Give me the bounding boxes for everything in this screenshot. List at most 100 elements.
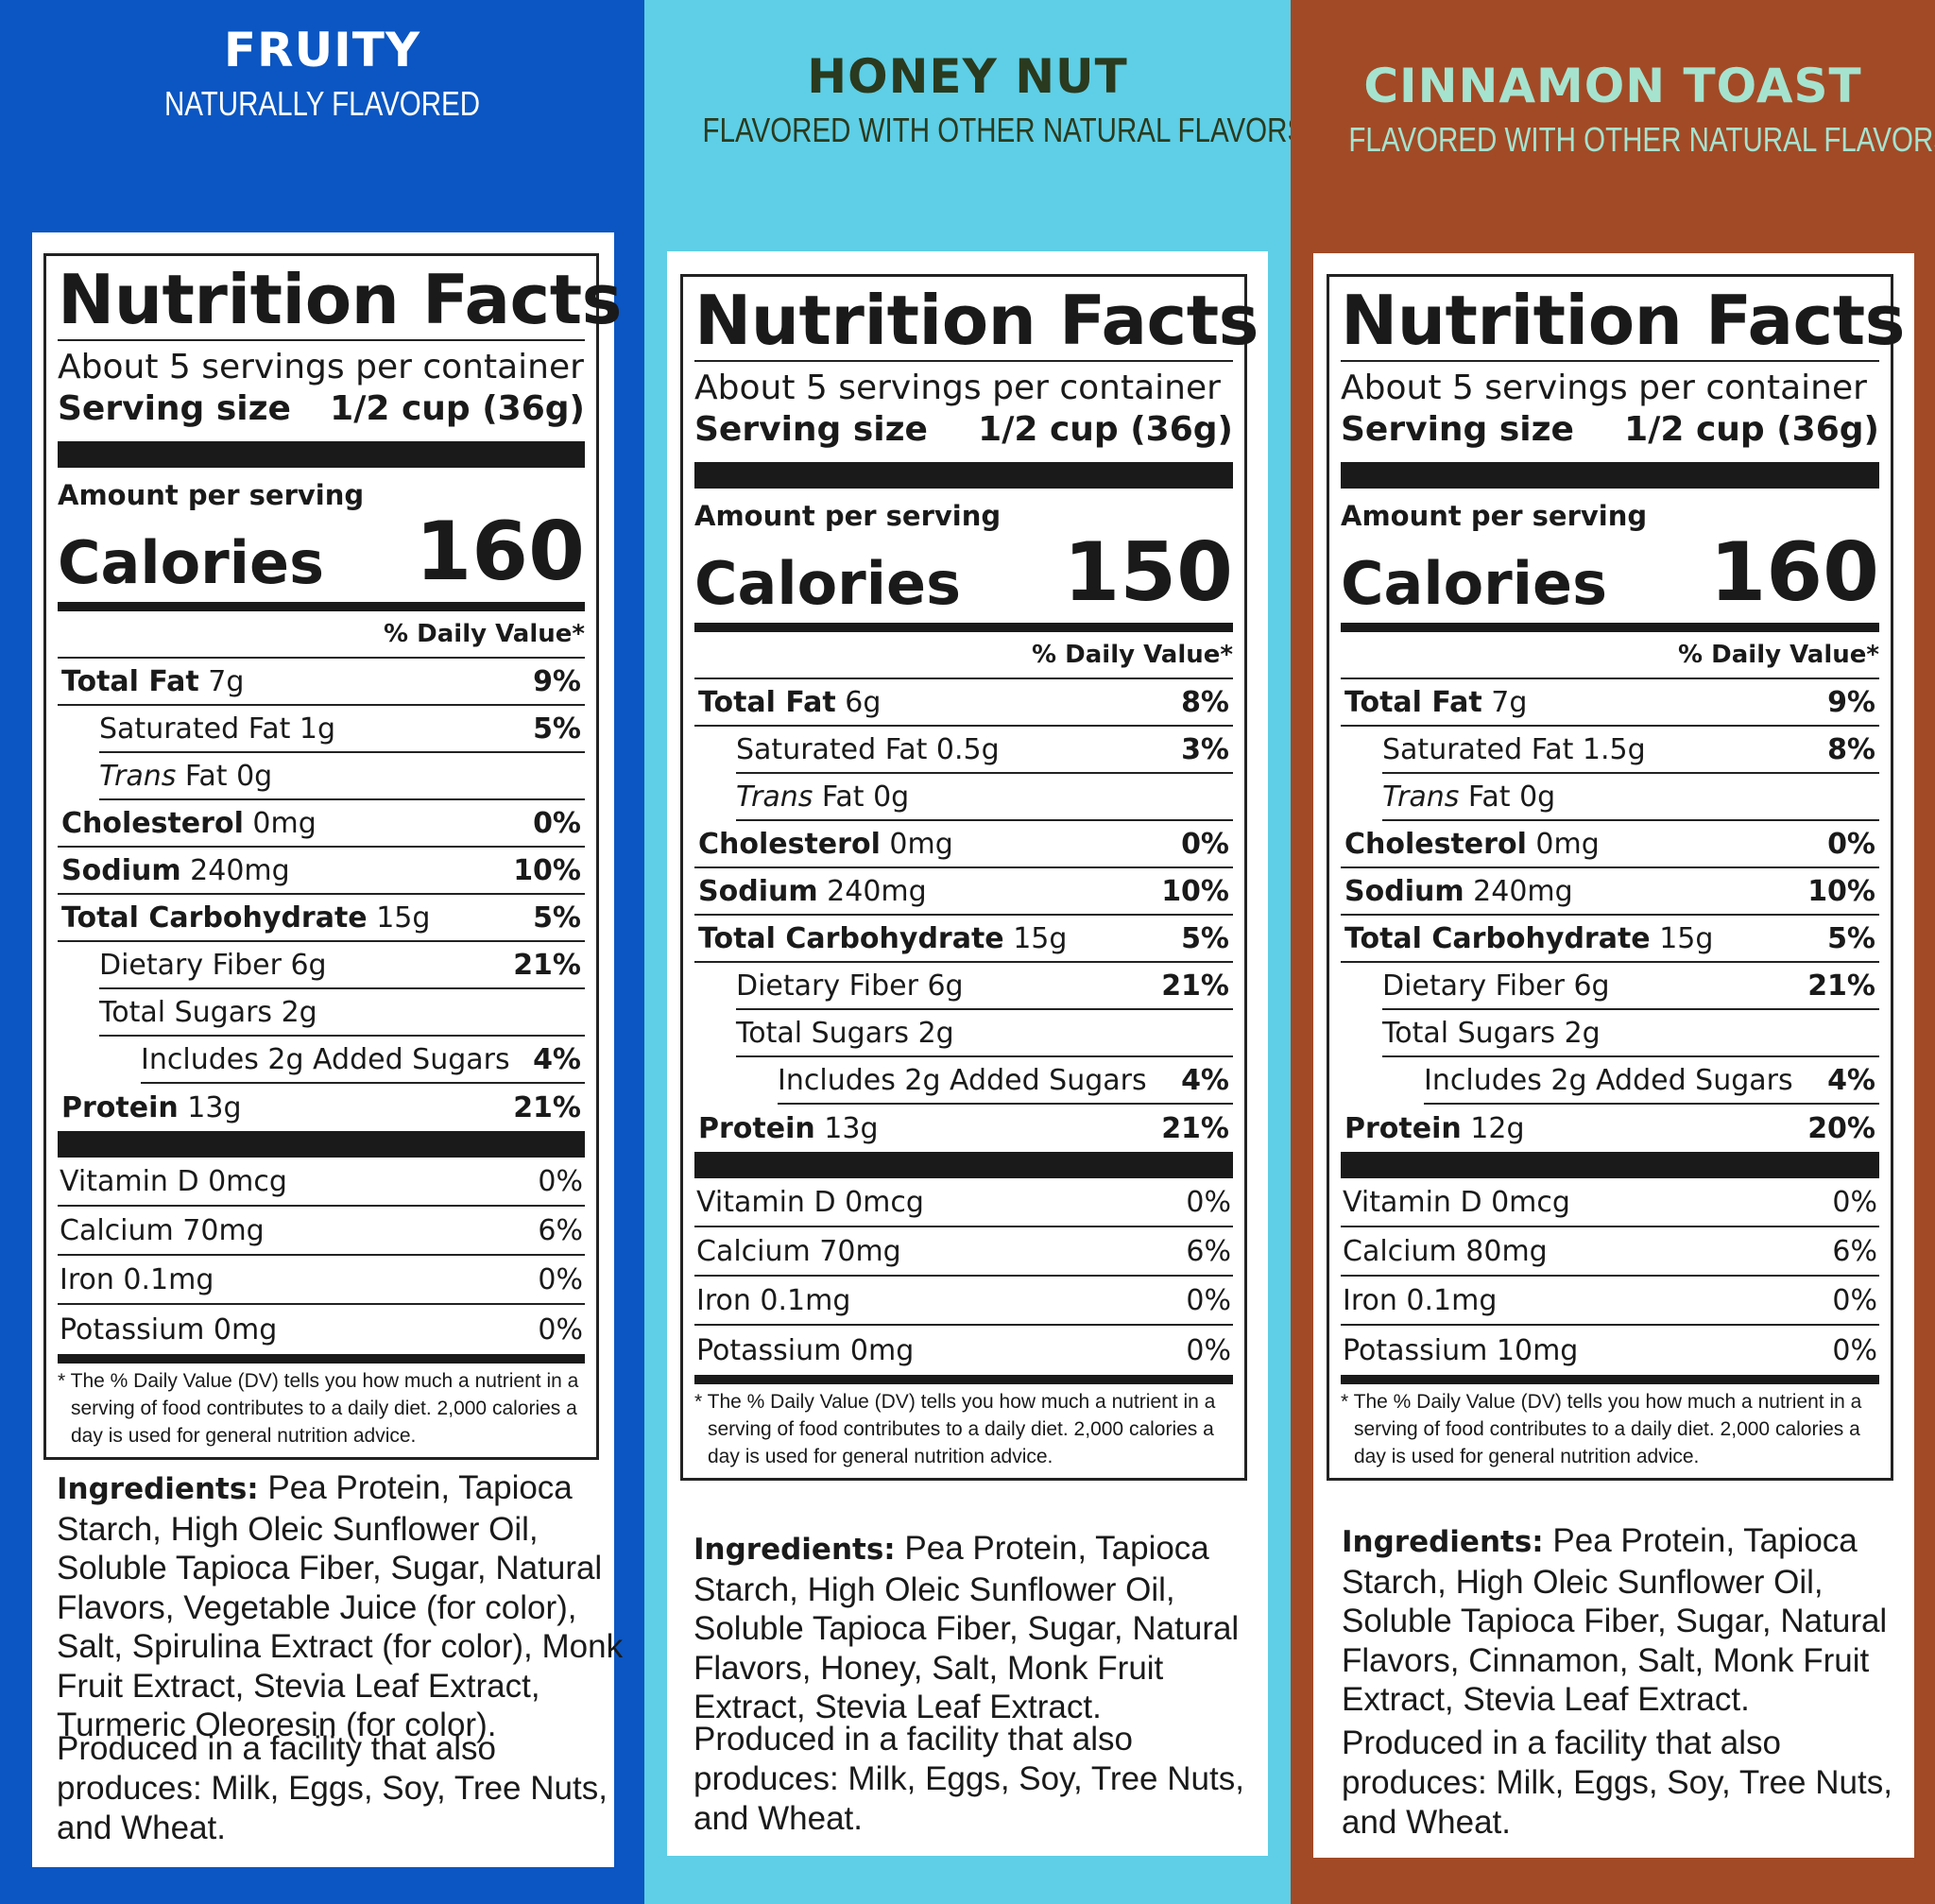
calories-label: Calories [58, 528, 324, 597]
daily-value-footnote: * The % Daily Value (DV) tells you how m… [58, 1370, 579, 1447]
total-sugars-row: Total Sugars 2g [99, 989, 585, 1037]
thick-rule [58, 1131, 585, 1158]
calories-value: 150 [1063, 525, 1233, 620]
ingredients-label: Ingredients: [1342, 1525, 1544, 1559]
nutrition-facts-panel: Nutrition Facts About 5 servings per con… [43, 253, 623, 1460]
servings-per-container: About 5 servings per container [58, 348, 584, 386]
trans-fat-row: Trans Fat 0g [1382, 774, 1879, 821]
nutrition-facts-title: Nutrition Facts [694, 281, 1259, 362]
flavor-header: FRUITY NATURALLY FLAVORED [0, 26, 644, 121]
total-carbohydrate-row: Total Carbohydrate 15g 5% [58, 895, 585, 942]
total-carbohydrate-row: Total Carbohydrate 15g 5% [694, 916, 1233, 963]
ingredients: Ingredients: Pea Protein, Tapioca Starch… [694, 1529, 1279, 1727]
flavor-name: CINNAMON TOAST [1363, 59, 1862, 113]
protein-row: Protein 12g 20% [1344, 1111, 1875, 1145]
calories-row: Calories 160 [1341, 532, 1879, 613]
facility-statement: Produced in a facility that also produce… [57, 1730, 608, 1846]
serving-size: Serving size 1/2 cup (36g) [58, 388, 585, 430]
dietary-fiber-row: Dietary Fiber 6g 21% [736, 963, 1233, 1010]
medium-rule [694, 623, 1233, 632]
iron-row: Iron 0.1mg 0% [1341, 1277, 1879, 1326]
calcium-row: Calcium 70mg 6% [58, 1207, 585, 1256]
nutrition-facts-title: Nutrition Facts [1341, 281, 1906, 362]
calcium-row: Calcium 70mg 6% [694, 1227, 1233, 1277]
flavor-name: FRUITY [223, 23, 421, 77]
saturated-fat-row: Saturated Fat 0.5g 3% [736, 727, 1233, 774]
serving-size: Serving size 1/2 cup (36g) [1341, 409, 1879, 451]
ingredients: Ingredients: Pea Protein, Tapioca Starch… [57, 1468, 642, 1745]
daily-value-header: % Daily Value* [58, 611, 585, 659]
protein-row: Protein 13g 21% [698, 1111, 1229, 1145]
potassium-row: Potassium 0mg 0% [60, 1312, 583, 1347]
trans-fat-row: Trans Fat 0g [99, 753, 585, 800]
potassium-row: Potassium 10mg 0% [1343, 1333, 1877, 1367]
ingredients-label: Ingredients: [57, 1472, 259, 1506]
thick-rule [694, 1152, 1233, 1178]
panel-honey-nut: HONEY NUT FLAVORED WITH OTHER NATURAL FL… [644, 0, 1307, 1904]
nutrition-facts-title: Nutrition Facts [58, 260, 623, 341]
ingredients-text: Pea Protein, Tapioca Starch, High Oleic … [57, 1469, 624, 1743]
amount-per-serving: Amount per serving [1341, 500, 1648, 532]
added-sugars-row: Includes 2g Added Sugars 4% [778, 1057, 1233, 1105]
thick-rule [694, 462, 1233, 489]
serving-size-label: Serving size [1341, 410, 1574, 449]
cholesterol-row: Cholesterol 0mg 0% [694, 821, 1233, 868]
ingredients: Ingredients: Pea Protein, Tapioca Starch… [1342, 1521, 1927, 1720]
medium-rule [694, 1375, 1233, 1384]
flavor-subtitle: FLAVORED WITH OTHER NATURAL FLAVORS [702, 111, 1307, 149]
calories-value: 160 [415, 505, 585, 599]
medium-rule [1341, 1375, 1879, 1384]
panel-cinnamon-toast: CINNAMON TOAST FLAVORED WITH OTHER NATUR… [1291, 0, 1935, 1904]
medium-rule [1341, 623, 1879, 632]
trans-fat-row: Trans Fat 0g [736, 774, 1233, 821]
ingredients-text: Pea Protein, Tapioca Starch, High Oleic … [694, 1530, 1240, 1725]
flavor-header: CINNAMON TOAST FLAVORED WITH OTHER NATUR… [1291, 62, 1935, 157]
medium-rule [58, 602, 585, 611]
daily-value-footnote: * The % Daily Value (DV) tells you how m… [1341, 1391, 1862, 1467]
daily-value-footnote: * The % Daily Value (DV) tells you how m… [694, 1391, 1216, 1467]
servings-per-container: About 5 servings per container [1341, 369, 1867, 407]
flavor-subtitle: FLAVORED WITH OTHER NATURAL FLAVORS [1348, 120, 1935, 159]
sodium-row: Sodium 240mg 10% [1341, 868, 1879, 916]
total-carbohydrate-row: Total Carbohydrate 15g 5% [1341, 916, 1879, 963]
total-sugars-row: Total Sugars 2g [1382, 1010, 1879, 1057]
facility-statement: Produced in a facility that also produce… [1342, 1724, 1892, 1841]
serving-size-value: 1/2 cup (36g) [1624, 410, 1879, 449]
thick-rule [1341, 462, 1879, 489]
iron-row: Iron 0.1mg 0% [58, 1256, 585, 1305]
added-sugars-row: Includes 2g Added Sugars 4% [141, 1037, 585, 1084]
iron-row: Iron 0.1mg 0% [694, 1277, 1233, 1326]
calories-label: Calories [694, 549, 961, 618]
medium-rule [58, 1354, 585, 1364]
serving-size-label: Serving size [58, 389, 291, 428]
potassium-row: Potassium 0mg 0% [696, 1333, 1231, 1367]
total-fat-row: Total Fat 7g 9% [1341, 679, 1879, 727]
flavor-subtitle: NATURALLY FLAVORED [163, 84, 481, 123]
vitamin-d-row: Vitamin D 0mcg 0% [1341, 1178, 1879, 1227]
serving-size: Serving size 1/2 cup (36g) [694, 409, 1233, 451]
calcium-row: Calcium 80mg 6% [1341, 1227, 1879, 1277]
saturated-fat-row: Saturated Fat 1.5g 8% [1382, 727, 1879, 774]
calories-label: Calories [1341, 549, 1607, 618]
total-fat-row: Total Fat 6g 8% [694, 679, 1233, 727]
facility-statement: Produced in a facility that also produce… [694, 1721, 1244, 1837]
saturated-fat-row: Saturated Fat 1g 5% [99, 706, 585, 753]
sodium-row: Sodium 240mg 10% [58, 848, 585, 895]
calories-row: Calories 160 [58, 511, 585, 592]
total-sugars-row: Total Sugars 2g [736, 1010, 1233, 1057]
thick-rule [58, 441, 585, 468]
daily-value-header: % Daily Value* [694, 632, 1233, 679]
added-sugars-row: Includes 2g Added Sugars 4% [1424, 1057, 1879, 1105]
cholesterol-row: Cholesterol 0mg 0% [58, 800, 585, 848]
nutrition-facts-panel: Nutrition Facts About 5 servings per con… [1327, 274, 1906, 1481]
flavor-header: HONEY NUT FLAVORED WITH OTHER NATURAL FL… [644, 53, 1307, 149]
thick-rule [1341, 1152, 1879, 1178]
servings-per-container: About 5 servings per container [694, 369, 1221, 407]
calories-row: Calories 150 [694, 532, 1233, 613]
dietary-fiber-row: Dietary Fiber 6g 21% [1382, 963, 1879, 1010]
amount-per-serving: Amount per serving [694, 500, 1002, 532]
vitamin-d-row: Vitamin D 0mcg 0% [694, 1178, 1233, 1227]
serving-size-value: 1/2 cup (36g) [978, 410, 1233, 449]
ingredients-label: Ingredients: [694, 1533, 896, 1567]
